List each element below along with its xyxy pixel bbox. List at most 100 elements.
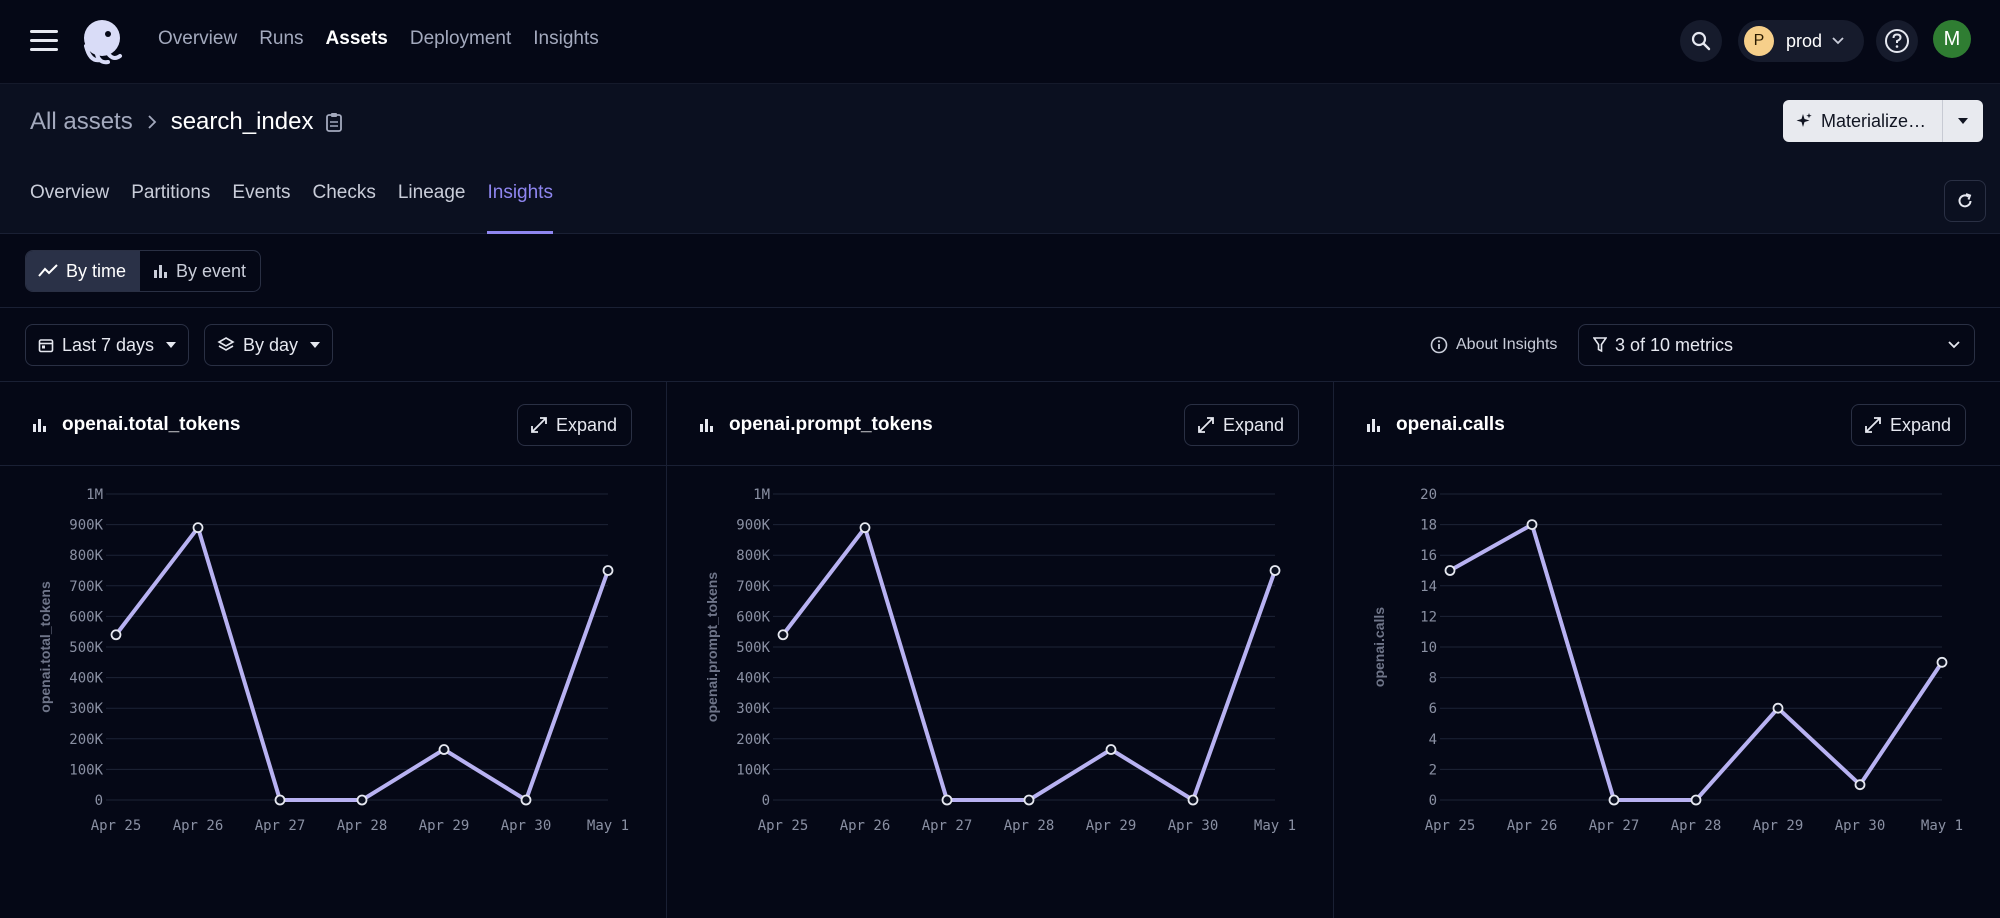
breadcrumb-all-assets[interactable]: All assets bbox=[30, 108, 133, 135]
about-insights-link[interactable]: About Insights bbox=[1430, 336, 1557, 354]
data-point[interactable] bbox=[1187, 794, 1199, 806]
y-tick-label: 200K bbox=[69, 732, 103, 748]
data-point[interactable] bbox=[1772, 702, 1784, 714]
x-tick-label: May 1 bbox=[587, 818, 629, 834]
x-tick-label: Apr 30 bbox=[501, 818, 552, 834]
data-point[interactable] bbox=[1023, 794, 1035, 806]
bar-chart-icon bbox=[700, 419, 713, 432]
x-tick-label: Apr 26 bbox=[840, 818, 891, 834]
data-point[interactable] bbox=[274, 794, 286, 806]
tab-overview[interactable]: Overview bbox=[30, 182, 110, 203]
asset-name: search_index bbox=[170, 108, 314, 135]
chart-title-text: openai.calls bbox=[1396, 414, 1505, 435]
line-chart-icon bbox=[38, 264, 58, 277]
data-point[interactable] bbox=[1105, 744, 1117, 755]
expand-button[interactable]: Expand bbox=[1851, 404, 1967, 446]
y-tick-label: 18 bbox=[1420, 518, 1437, 534]
metrics-selector[interactable]: 3 of 10 metrics bbox=[1578, 324, 1975, 366]
x-tick-label: Apr 27 bbox=[1589, 818, 1640, 834]
data-point[interactable] bbox=[1608, 794, 1620, 806]
menu-icon[interactable] bbox=[30, 30, 58, 52]
top-nav: Overview Runs Assets Deployment Insights bbox=[158, 28, 599, 50]
y-tick-label: 100K bbox=[69, 762, 103, 778]
y-tick-label: 6 bbox=[1429, 701, 1437, 717]
chart-panel: openai.total_tokens Expand 0 100K 200K 300K… bbox=[0, 382, 667, 918]
user-avatar[interactable]: M bbox=[1933, 20, 1971, 58]
data-point[interactable] bbox=[1854, 779, 1866, 791]
materialize-dropdown-button[interactable] bbox=[1943, 100, 1983, 142]
tab-insights[interactable]: Insights bbox=[487, 182, 554, 234]
data-point[interactable] bbox=[1936, 656, 1948, 668]
nav-assets[interactable]: Assets bbox=[325, 28, 388, 49]
y-tick-label: 800K bbox=[736, 548, 770, 564]
y-tick-label: 8 bbox=[1429, 671, 1437, 687]
by-event-button[interactable]: By event bbox=[140, 251, 260, 291]
expand-label: Expand bbox=[556, 414, 618, 435]
chart-panel: openai.prompt_tokens Expand 0 100K 200K 300… bbox=[667, 382, 1334, 918]
x-tick-label: Apr 27 bbox=[255, 818, 306, 834]
tab-lineage[interactable]: Lineage bbox=[397, 182, 466, 203]
deployment-selector[interactable]: P prod bbox=[1738, 20, 1864, 62]
y-tick-label: 20 bbox=[1420, 487, 1437, 503]
data-point[interactable] bbox=[192, 522, 204, 534]
expand-icon bbox=[531, 417, 547, 433]
tab-events[interactable]: Events bbox=[232, 182, 291, 203]
nav-overview[interactable]: Overview bbox=[158, 28, 238, 49]
layers-icon bbox=[217, 337, 235, 351]
chevron-down-icon bbox=[1948, 341, 1960, 349]
date-range-button[interactable]: Last 7 days bbox=[25, 324, 190, 366]
data-point[interactable] bbox=[1269, 565, 1281, 576]
data-point[interactable] bbox=[777, 629, 789, 641]
series-line bbox=[781, 525, 1277, 802]
data-point[interactable] bbox=[1526, 519, 1538, 530]
x-tick-label: Apr 25 bbox=[91, 818, 142, 834]
data-point[interactable] bbox=[1690, 794, 1702, 806]
chart-title-text: openai.total_tokens bbox=[62, 414, 241, 435]
chevron-right-icon bbox=[148, 115, 156, 129]
materialize-split-button: Materialize… bbox=[1783, 100, 1983, 142]
tab-checks[interactable]: Checks bbox=[312, 182, 376, 203]
asset-header: All assets search_index Materialize… Ove… bbox=[0, 84, 2000, 234]
y-tick-label: 100K bbox=[736, 762, 770, 778]
dagster-logo-icon[interactable] bbox=[76, 16, 128, 68]
x-tick-label: Apr 29 bbox=[1086, 818, 1137, 834]
data-point[interactable] bbox=[110, 629, 122, 641]
materialize-button[interactable]: Materialize… bbox=[1783, 100, 1943, 142]
data-point[interactable] bbox=[602, 565, 614, 576]
expand-button[interactable]: Expand bbox=[1184, 404, 1300, 446]
y-tick-label: 700K bbox=[69, 579, 103, 595]
view-toggle: By time By event bbox=[25, 250, 262, 292]
y-tick-label: 700K bbox=[736, 579, 770, 595]
search-button[interactable] bbox=[1680, 20, 1722, 62]
chart-panel-header: openai.total_tokens Expand bbox=[0, 382, 666, 466]
y-tick-label: 600K bbox=[69, 609, 103, 625]
help-button[interactable] bbox=[1876, 20, 1918, 62]
breadcrumb: All assets search_index bbox=[30, 108, 343, 136]
nav-deployment[interactable]: Deployment bbox=[409, 28, 512, 49]
tab-partitions[interactable]: Partitions bbox=[131, 182, 211, 203]
data-point[interactable] bbox=[1444, 565, 1456, 576]
granularity-button[interactable]: By day bbox=[204, 324, 334, 366]
refresh-button[interactable] bbox=[1944, 180, 1986, 222]
nav-runs[interactable]: Runs bbox=[259, 28, 304, 49]
data-point[interactable] bbox=[438, 744, 450, 755]
x-tick-label: Apr 27 bbox=[922, 818, 973, 834]
x-tick-label: Apr 26 bbox=[1507, 818, 1558, 834]
nav-insights[interactable]: Insights bbox=[533, 28, 599, 49]
y-tick-label: 400K bbox=[736, 671, 770, 687]
info-icon bbox=[1430, 336, 1448, 354]
data-point[interactable] bbox=[520, 794, 532, 806]
x-tick-label: Apr 28 bbox=[1004, 818, 1055, 834]
y-axis-label: openai.prompt_tokens bbox=[704, 572, 720, 722]
expand-button[interactable]: Expand bbox=[517, 404, 633, 446]
clipboard-icon[interactable] bbox=[325, 112, 343, 132]
y-tick-label: 0 bbox=[95, 793, 103, 809]
data-point[interactable] bbox=[941, 794, 953, 806]
y-tick-label: 600K bbox=[736, 609, 770, 625]
by-time-button[interactable]: By time bbox=[26, 251, 141, 291]
by-event-label: By event bbox=[176, 260, 247, 281]
data-point[interactable] bbox=[356, 794, 368, 806]
data-point[interactable] bbox=[859, 522, 871, 534]
chevron-down-icon bbox=[1832, 37, 1844, 45]
y-tick-label: 900K bbox=[69, 518, 103, 534]
